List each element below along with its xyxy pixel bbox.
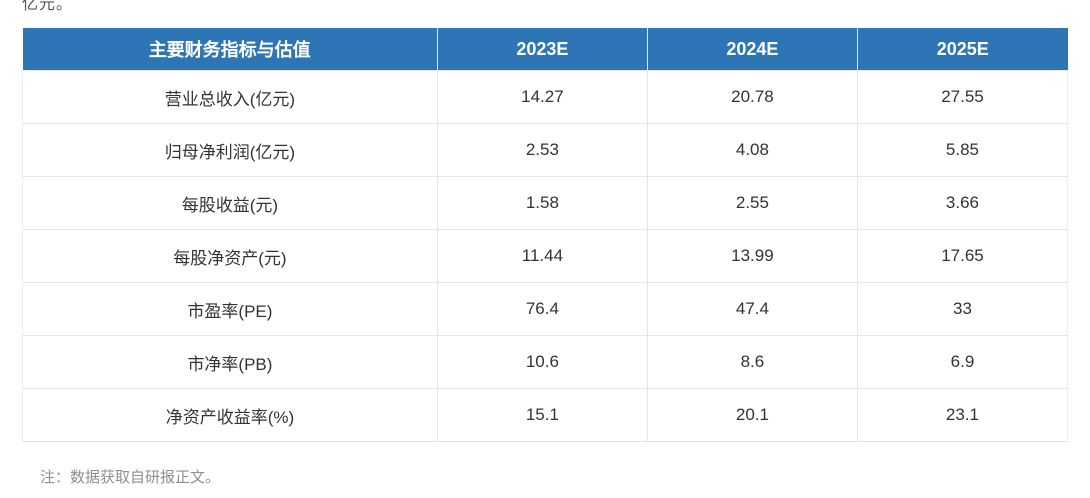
table-row: 市盈率(PE) 76.4 47.4 33 bbox=[22, 282, 1069, 336]
cell-value: 11.44 bbox=[436, 229, 648, 283]
top-clipped-text: 亿元。 bbox=[22, 0, 322, 11]
cell-value: 8.6 bbox=[646, 335, 858, 389]
cell-value: 3.66 bbox=[856, 176, 1069, 230]
cell-value: 1.58 bbox=[436, 176, 648, 230]
header-cell-2024e: 2024E bbox=[647, 28, 858, 71]
table-row: 归母净利润(亿元) 2.53 4.08 5.85 bbox=[22, 123, 1069, 177]
row-label: 净资产收益率(%) bbox=[22, 388, 438, 442]
cell-value: 33 bbox=[856, 282, 1069, 336]
cell-value: 6.9 bbox=[856, 335, 1069, 389]
cell-value: 17.65 bbox=[856, 229, 1069, 283]
table-header-row: 主要财务指标与估值 2023E 2024E 2025E bbox=[22, 28, 1068, 71]
header-cell-2025e: 2025E bbox=[857, 28, 1068, 71]
row-label: 营业总收入(亿元) bbox=[22, 70, 438, 124]
table-row: 营业总收入(亿元) 14.27 20.78 27.55 bbox=[22, 70, 1069, 124]
table-row: 每股净资产(元) 11.44 13.99 17.65 bbox=[22, 229, 1069, 283]
cell-value: 2.53 bbox=[436, 123, 648, 177]
top-clipped-text-fragment: 亿元。 bbox=[22, 0, 74, 11]
cell-value: 13.99 bbox=[646, 229, 858, 283]
cell-value: 23.1 bbox=[856, 388, 1069, 442]
cell-value: 2.55 bbox=[646, 176, 858, 230]
cell-value: 47.4 bbox=[646, 282, 858, 336]
row-label: 每股收益(元) bbox=[22, 176, 438, 230]
cell-value: 4.08 bbox=[646, 123, 858, 177]
header-cell-2023e: 2023E bbox=[437, 28, 648, 71]
row-label: 每股净资产(元) bbox=[22, 229, 438, 283]
header-cell-metric: 主要财务指标与估值 bbox=[22, 28, 438, 71]
cell-value: 15.1 bbox=[436, 388, 648, 442]
financial-metrics-table: 主要财务指标与估值 2023E 2024E 2025E 营业总收入(亿元) 14… bbox=[22, 28, 1069, 442]
row-label: 市净率(PB) bbox=[22, 335, 438, 389]
table-row: 每股收益(元) 1.58 2.55 3.66 bbox=[22, 176, 1069, 230]
cell-value: 27.55 bbox=[856, 70, 1069, 124]
cell-value: 20.78 bbox=[646, 70, 858, 124]
table-row: 净资产收益率(%) 15.1 20.1 23.1 bbox=[22, 388, 1069, 442]
cell-value: 10.6 bbox=[436, 335, 648, 389]
cell-value: 14.27 bbox=[436, 70, 648, 124]
table-row: 市净率(PB) 10.6 8.6 6.9 bbox=[22, 335, 1069, 389]
row-label: 市盈率(PE) bbox=[22, 282, 438, 336]
cell-value: 5.85 bbox=[856, 123, 1069, 177]
row-label: 归母净利润(亿元) bbox=[22, 123, 438, 177]
cell-value: 76.4 bbox=[436, 282, 648, 336]
cell-value: 20.1 bbox=[646, 388, 858, 442]
footnote-text: 注：数据获取自研报正文。 bbox=[40, 469, 221, 486]
